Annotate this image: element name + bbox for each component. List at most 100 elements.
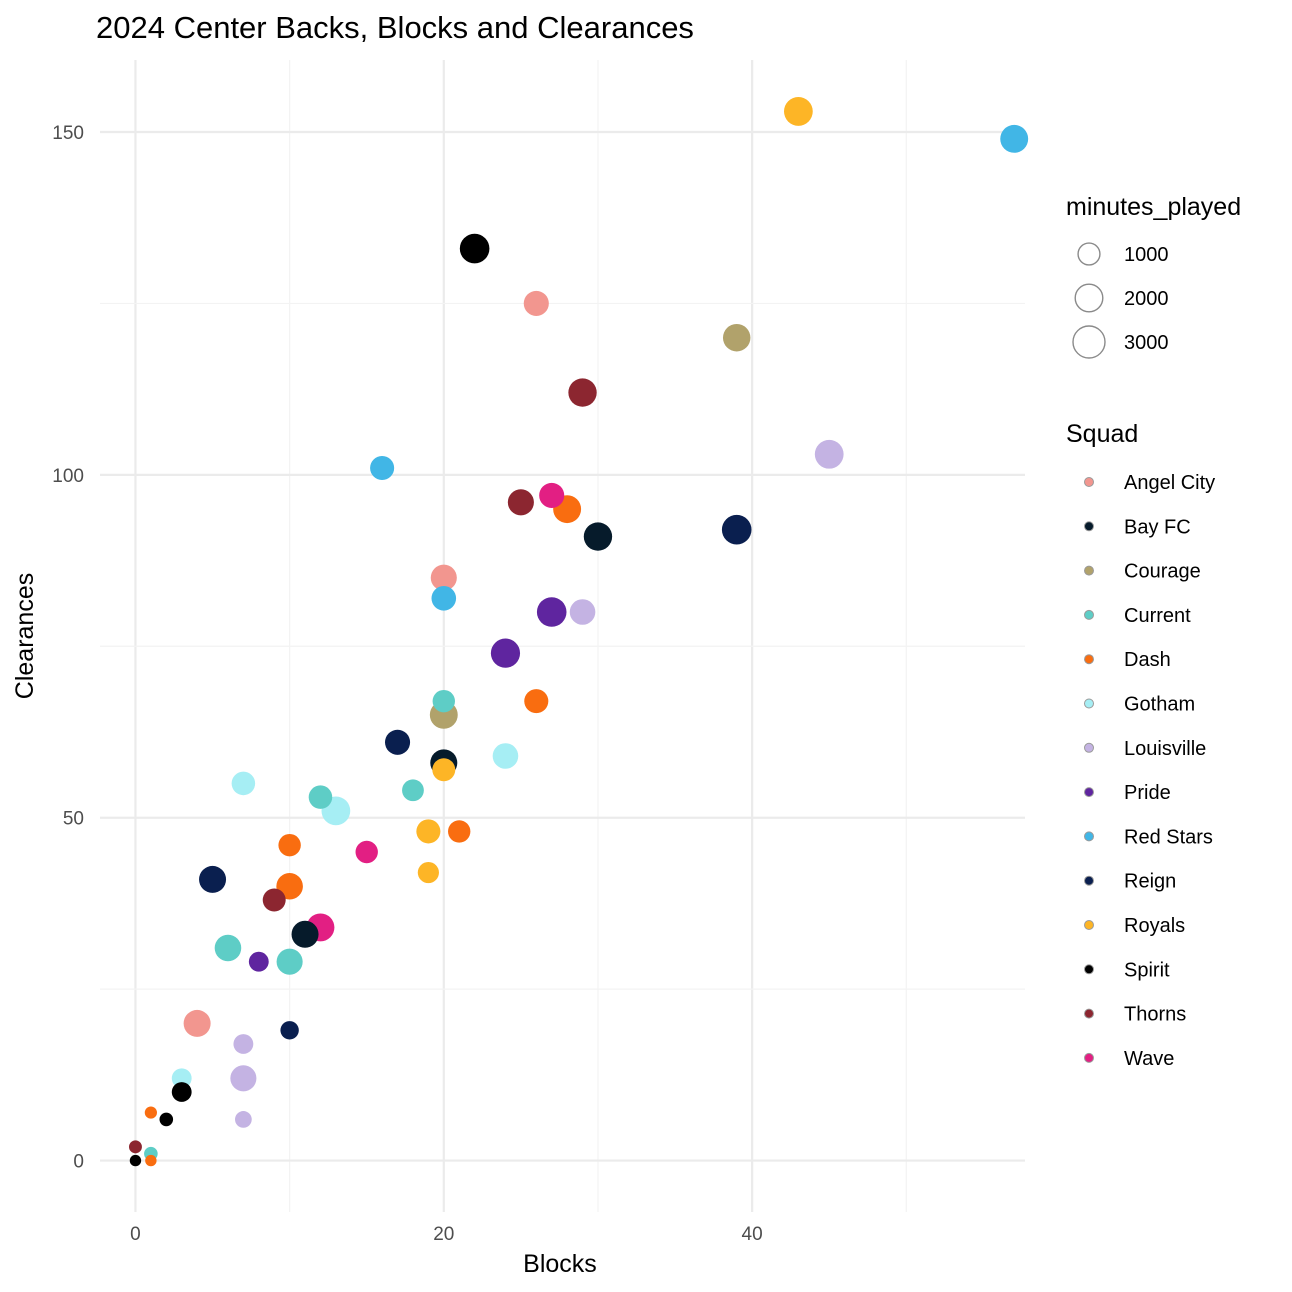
color-legend-key [1084,521,1094,532]
color-legend-label: Reign [1124,871,1176,893]
data-point [233,1034,254,1054]
x-tick-label: 0 [130,1224,141,1245]
color-legend-key [1084,1008,1094,1019]
data-point [235,1111,252,1128]
color-legend: Squad Angel City Bay FC Courage Current Dash… [1066,420,1215,1070]
plot-points [128,97,1029,1167]
data-point [402,779,424,802]
color-legend-label: Dash [1124,649,1171,671]
color-legend-key [1084,698,1094,709]
data-point [492,743,519,769]
color-legend-key [1084,654,1094,665]
data-point [583,522,613,551]
data-point [569,599,596,625]
data-point [355,840,378,864]
data-point [370,455,395,481]
data-point [384,729,411,755]
y-tick-label: 100 [52,466,84,487]
plot-grid [100,60,1025,1212]
data-point [430,564,457,591]
data-point [129,1154,142,1167]
y-tick-label: 0 [73,1152,84,1173]
y-tick-label: 150 [52,123,84,144]
color-legend-label: Red Stars [1124,826,1213,848]
color-legend-key [1084,964,1094,975]
size-legend-label: 2000 [1124,288,1169,310]
data-point [536,597,567,627]
color-legend-key [1084,831,1094,842]
data-point [171,1082,192,1102]
y-axis-title: Clearances [11,573,39,699]
color-legend-label: Current [1124,605,1191,627]
x-axis-title: Blocks [523,1250,597,1278]
size-legend-label: 1000 [1124,244,1169,266]
data-point [490,638,521,668]
data-point [417,861,439,884]
x-axis-ticks: 0 20 40 [130,1224,763,1245]
color-legend-label: Louisville [1124,738,1206,760]
data-point [416,819,441,844]
size-legend-title: minutes_played [1066,193,1241,221]
color-legend-title: Squad [1066,420,1138,448]
color-legend-label: Pride [1124,782,1171,804]
size-legend-key [1072,325,1106,359]
color-legend-key [1084,1052,1094,1063]
color-legend-label: Wave [1124,1048,1174,1070]
data-point [459,233,490,264]
data-point [231,771,256,796]
y-axis-ticks: 0 50 100 150 [52,123,84,1173]
color-legend-label: Gotham [1124,694,1195,716]
data-point [280,1021,299,1040]
data-point [276,948,303,975]
color-legend-key [1084,477,1094,487]
data-point [308,785,333,809]
data-point [199,865,227,893]
data-point [432,758,456,782]
data-point [568,378,597,407]
data-point [171,1068,192,1089]
color-legend-key [1084,609,1094,620]
size-legend-key [1074,283,1104,313]
data-point [145,1154,157,1167]
data-point [248,951,269,972]
data-point [431,585,457,611]
color-legend-label: Bay FC [1124,516,1191,538]
chart-title: 2024 Center Backs, Blocks and Clearances [96,10,694,45]
data-point [721,514,752,545]
data-point [1000,124,1029,153]
x-tick-label: 40 [742,1224,763,1245]
color-legend-key [1084,875,1094,886]
data-point [524,689,549,714]
color-legend-label: Royals [1124,915,1185,937]
color-legend-label: Courage [1124,561,1201,583]
data-point [214,934,242,962]
data-point [183,1009,211,1037]
size-legend-key [1077,242,1101,266]
size-legend-label: 3000 [1124,332,1169,354]
y-tick-label: 50 [63,809,84,830]
data-point [722,323,751,352]
size-legend: minutes_played 1000 2000 3000 [1066,193,1241,359]
data-point [144,1106,157,1119]
data-point [523,290,549,316]
data-point [291,920,319,948]
data-point [230,1065,257,1092]
data-point [262,888,286,912]
color-legend-label: Angel City [1124,472,1215,494]
data-point [159,1112,174,1127]
x-tick-label: 20 [433,1224,454,1245]
color-legend-label: Spirit [1124,959,1170,981]
color-legend-key [1084,742,1094,753]
data-point [278,833,301,857]
data-point [814,439,844,469]
color-legend-key [1084,920,1094,930]
color-legend-label: Thorns [1124,1004,1186,1026]
data-point [783,97,813,126]
data-point [539,482,565,508]
data-point [448,820,471,843]
data-point [128,1140,142,1154]
data-point [507,489,534,516]
color-legend-key [1084,565,1094,576]
color-legend-key [1084,787,1094,798]
